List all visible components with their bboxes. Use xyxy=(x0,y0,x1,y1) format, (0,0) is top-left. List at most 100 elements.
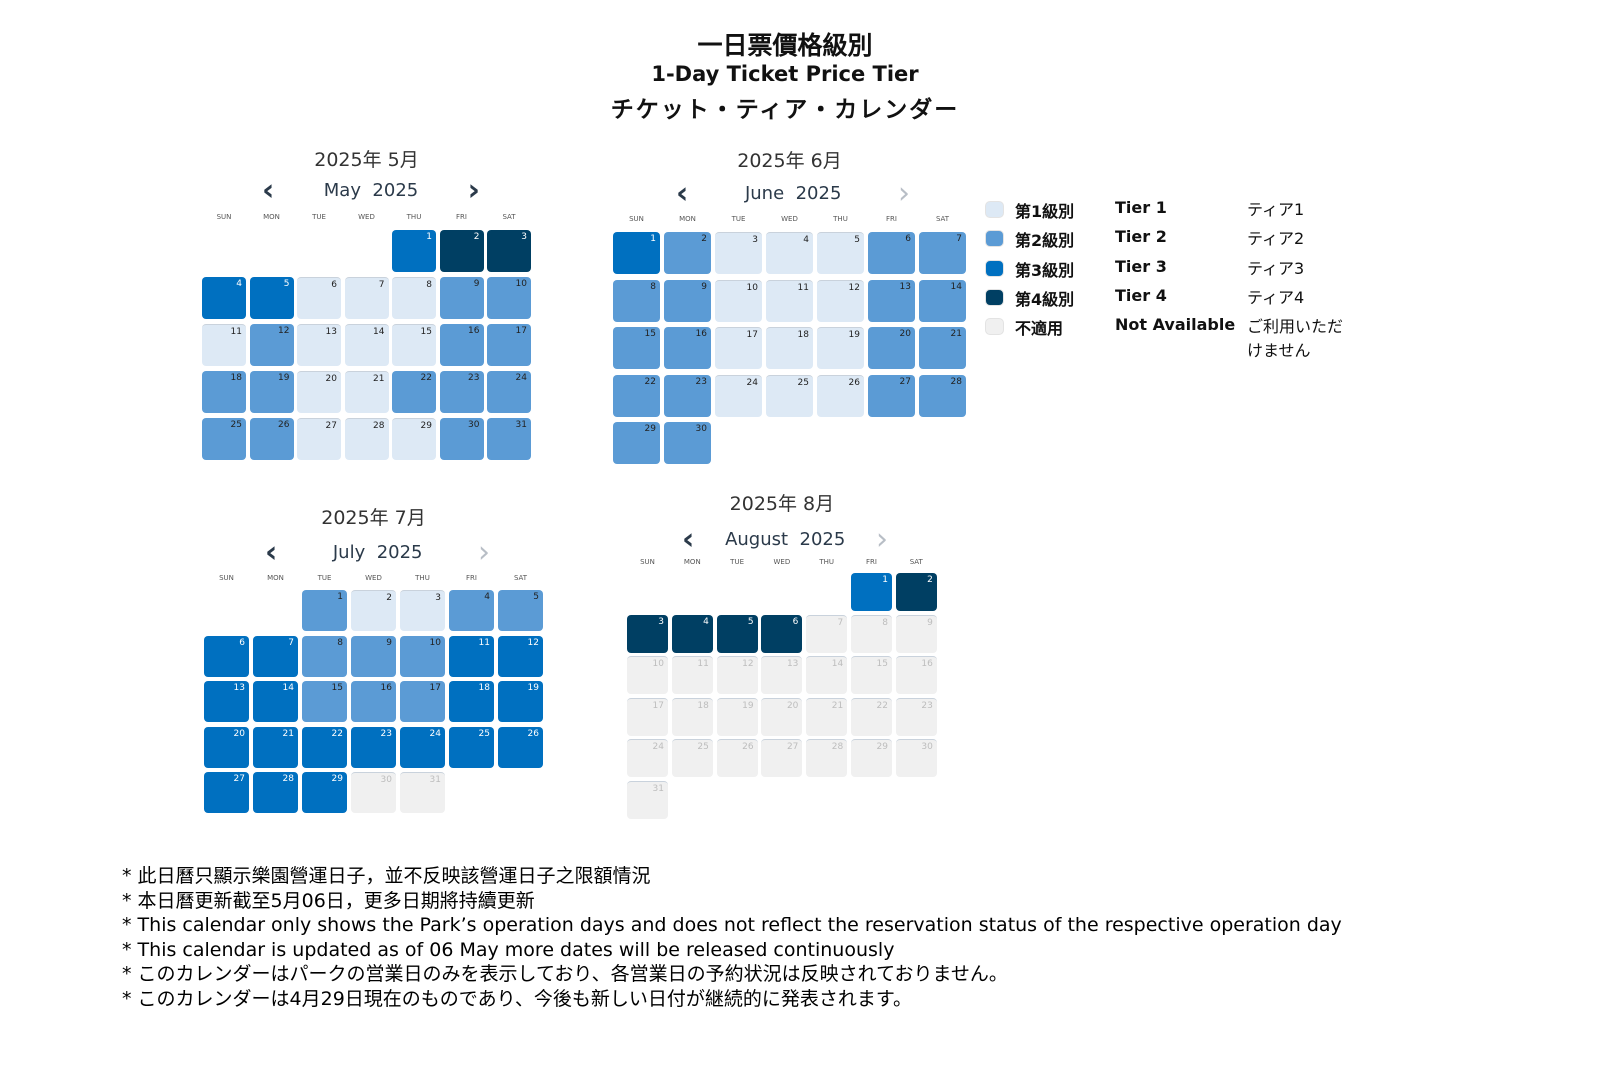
day-cell[interactable]: 3 xyxy=(487,230,531,272)
day-cell[interactable]: 26 xyxy=(249,418,294,460)
chevron-right-icon[interactable]: › xyxy=(478,535,490,570)
day-cell[interactable]: 19 xyxy=(249,371,294,413)
day-cell[interactable]: 2 xyxy=(439,230,484,272)
day-cell[interactable]: 3 xyxy=(715,232,762,274)
chevron-right-icon[interactable]: › xyxy=(897,176,910,211)
day-cell[interactable]: 18 xyxy=(766,327,813,369)
day-cell[interactable]: 8 xyxy=(613,279,660,322)
day-cell[interactable]: 25 xyxy=(449,726,494,768)
day-cell[interactable]: 21 xyxy=(253,726,298,768)
day-cell[interactable]: 29 xyxy=(392,418,436,460)
day-cell[interactable]: 17 xyxy=(715,327,762,369)
day-cell[interactable]: 17 xyxy=(400,681,445,722)
day-cell[interactable]: 8 xyxy=(302,635,347,677)
day-cell[interactable]: 20 xyxy=(204,726,249,768)
day-cell[interactable]: 6 xyxy=(297,277,341,319)
day-cell[interactable]: 22 xyxy=(613,374,660,417)
day-cell[interactable]: 9 xyxy=(351,635,396,677)
chevron-left-icon[interactable]: ‹ xyxy=(265,535,278,570)
day-cell[interactable]: 5 xyxy=(817,232,864,274)
day-cell[interactable]: 14 xyxy=(253,681,298,722)
chevron-left-icon[interactable]: ‹ xyxy=(262,173,275,208)
day-cell[interactable]: 4 xyxy=(671,614,713,653)
day-cell[interactable]: 5 xyxy=(498,590,543,631)
day-cell[interactable]: 17 xyxy=(487,324,531,366)
day-cell[interactable]: 19 xyxy=(817,327,864,369)
day-cell[interactable]: 12 xyxy=(817,279,864,322)
day-cell[interactable]: 5 xyxy=(716,614,758,653)
day-cell[interactable]: 9 xyxy=(664,279,711,322)
day-cell[interactable]: 13 xyxy=(868,279,915,322)
chevron-left-icon[interactable]: ‹ xyxy=(676,176,689,211)
day-cell[interactable]: 1 xyxy=(392,230,436,272)
day-cell[interactable]: 16 xyxy=(664,327,711,369)
day-cell[interactable]: 23 xyxy=(351,726,396,768)
day-cell[interactable]: 3 xyxy=(627,614,668,653)
day-cell[interactable]: 8 xyxy=(392,277,436,319)
chevron-left-icon[interactable]: ‹ xyxy=(682,522,695,557)
day-cell[interactable]: 7 xyxy=(344,277,389,319)
day-cell[interactable]: 4 xyxy=(202,277,246,319)
day-cell[interactable]: 4 xyxy=(449,590,494,631)
day-cell[interactable]: 24 xyxy=(487,371,531,413)
day-cell[interactable]: 13 xyxy=(204,681,249,722)
day-cell[interactable]: 26 xyxy=(498,726,543,768)
day-cell[interactable]: 23 xyxy=(439,371,484,413)
day-cell[interactable]: 20 xyxy=(868,327,915,369)
day-cell[interactable]: 28 xyxy=(253,772,298,813)
day-cell[interactable]: 22 xyxy=(302,726,347,768)
day-cell[interactable]: 1 xyxy=(851,573,892,611)
day-cell[interactable]: 26 xyxy=(817,374,864,417)
day-cell[interactable]: 2 xyxy=(664,232,711,274)
chevron-right-icon[interactable]: › xyxy=(467,173,480,208)
day-cell[interactable]: 27 xyxy=(868,374,915,417)
day-cell[interactable]: 19 xyxy=(498,681,543,722)
day-cell[interactable]: 16 xyxy=(351,681,396,722)
day-cell[interactable]: 18 xyxy=(202,371,246,413)
day-cell[interactable]: 28 xyxy=(919,374,966,417)
day-cell[interactable]: 7 xyxy=(253,635,298,677)
day-cell[interactable]: 10 xyxy=(400,635,445,677)
day-cell[interactable]: 15 xyxy=(613,327,660,369)
day-cell[interactable]: 21 xyxy=(344,371,389,413)
day-cell[interactable]: 25 xyxy=(766,374,813,417)
day-cell[interactable]: 22 xyxy=(392,371,436,413)
day-cell[interactable]: 31 xyxy=(487,418,531,460)
chevron-right-icon[interactable]: › xyxy=(876,522,888,557)
day-cell[interactable]: 24 xyxy=(400,726,445,768)
day-cell[interactable]: 4 xyxy=(766,232,813,274)
day-cell[interactable]: 7 xyxy=(919,232,966,274)
day-cell[interactable]: 24 xyxy=(715,374,762,417)
day-cell[interactable]: 11 xyxy=(449,635,494,677)
day-cell[interactable]: 12 xyxy=(249,324,294,366)
day-cell[interactable]: 5 xyxy=(249,277,294,319)
day-cell[interactable]: 23 xyxy=(664,374,711,417)
day-cell[interactable]: 27 xyxy=(297,418,341,460)
day-cell[interactable]: 11 xyxy=(766,279,813,322)
day-cell[interactable]: 10 xyxy=(715,279,762,322)
day-cell[interactable]: 15 xyxy=(302,681,347,722)
day-cell[interactable]: 3 xyxy=(400,590,445,631)
day-cell[interactable]: 18 xyxy=(449,681,494,722)
day-cell[interactable]: 10 xyxy=(487,277,531,319)
day-cell[interactable]: 14 xyxy=(344,324,389,366)
day-cell[interactable]: 30 xyxy=(664,422,711,464)
day-cell[interactable]: 14 xyxy=(919,279,966,322)
day-cell[interactable]: 20 xyxy=(297,371,341,413)
day-cell[interactable]: 2 xyxy=(351,590,396,631)
day-cell[interactable]: 9 xyxy=(439,277,484,319)
day-cell[interactable]: 16 xyxy=(439,324,484,366)
day-cell[interactable]: 15 xyxy=(392,324,436,366)
day-cell[interactable]: 1 xyxy=(302,590,347,631)
day-cell[interactable]: 25 xyxy=(202,418,246,460)
day-cell[interactable]: 30 xyxy=(439,418,484,460)
day-cell[interactable]: 21 xyxy=(919,327,966,369)
day-cell[interactable]: 6 xyxy=(204,635,249,677)
day-cell[interactable]: 12 xyxy=(498,635,543,677)
day-cell[interactable]: 2 xyxy=(895,573,937,611)
day-cell[interactable]: 27 xyxy=(204,772,249,813)
day-cell[interactable]: 28 xyxy=(344,418,389,460)
day-cell[interactable]: 1 xyxy=(613,232,660,274)
day-cell[interactable]: 11 xyxy=(202,324,246,366)
day-cell[interactable]: 13 xyxy=(297,324,341,366)
